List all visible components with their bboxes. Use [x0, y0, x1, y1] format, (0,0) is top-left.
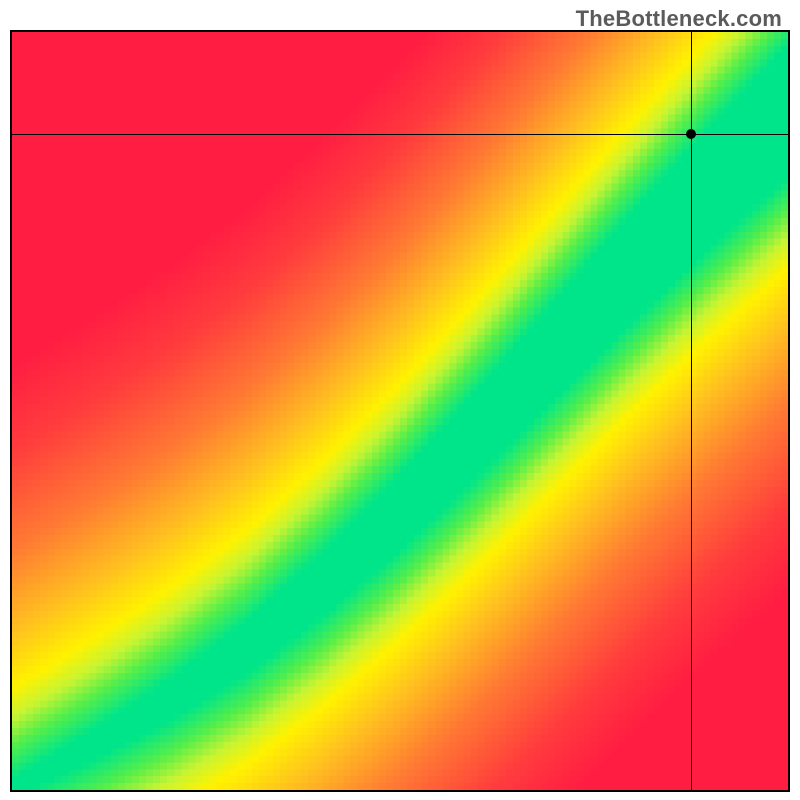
- heatmap-canvas: [12, 32, 788, 790]
- crosshair-horizontal: [12, 134, 788, 135]
- bottleneck-heatmap: [10, 30, 790, 792]
- watermark-text: TheBottleneck.com: [576, 6, 782, 32]
- crosshair-marker: [686, 129, 696, 139]
- crosshair-vertical: [691, 32, 692, 790]
